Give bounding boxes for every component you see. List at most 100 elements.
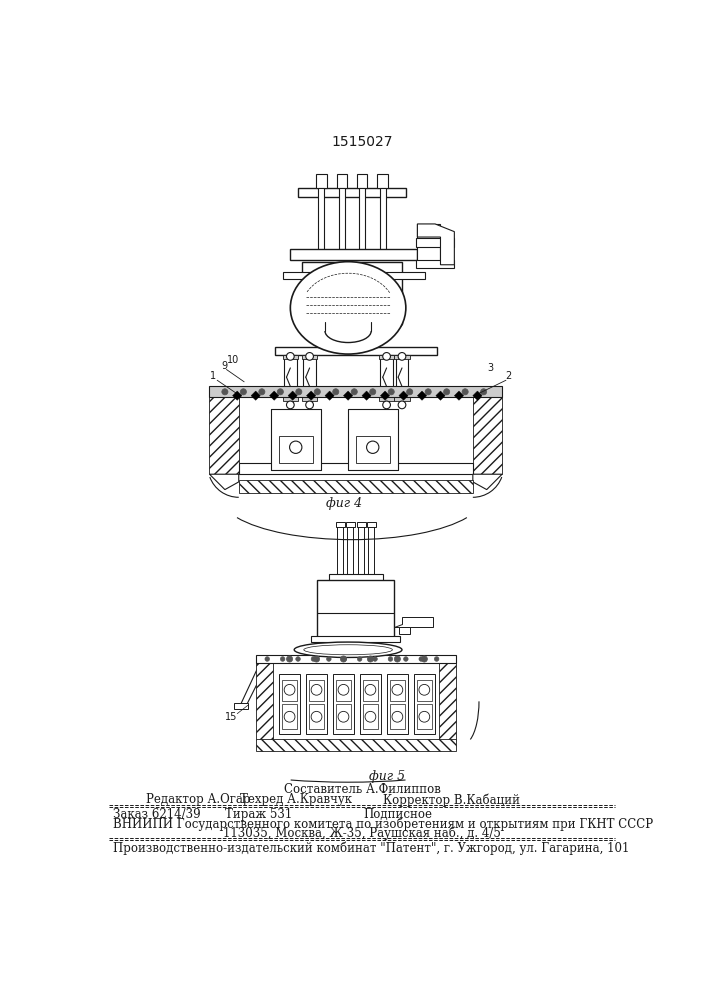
Circle shape: [462, 389, 468, 395]
Ellipse shape: [291, 262, 406, 354]
Bar: [416, 260, 455, 268]
Polygon shape: [455, 391, 464, 400]
Bar: [380, 188, 386, 251]
Circle shape: [311, 711, 322, 722]
Text: 1515027: 1515027: [331, 135, 392, 149]
Bar: [311, 636, 400, 642]
Circle shape: [407, 389, 413, 395]
Bar: [256, 659, 273, 740]
Polygon shape: [362, 391, 371, 400]
Circle shape: [404, 657, 408, 661]
Text: Тираж 531: Тираж 531: [225, 808, 292, 821]
Bar: [283, 272, 425, 279]
Bar: [234, 703, 248, 709]
Bar: [399, 627, 409, 634]
Bar: [395, 397, 409, 401]
Circle shape: [425, 389, 431, 395]
Circle shape: [284, 684, 295, 695]
Circle shape: [314, 389, 320, 395]
Bar: [339, 188, 345, 251]
Circle shape: [382, 401, 390, 409]
Bar: [288, 397, 293, 406]
Bar: [416, 680, 432, 701]
Circle shape: [286, 353, 294, 360]
Circle shape: [333, 389, 339, 395]
Text: Заказ 6214/39: Заказ 6214/39: [113, 808, 201, 821]
Circle shape: [311, 657, 316, 661]
Polygon shape: [251, 391, 260, 400]
Bar: [282, 680, 297, 701]
Bar: [379, 355, 395, 359]
Circle shape: [366, 441, 379, 453]
Text: Техред А.Кравчук: Техред А.Кравчук: [240, 793, 352, 806]
Polygon shape: [209, 474, 239, 490]
Bar: [416, 238, 455, 247]
Bar: [302, 262, 402, 324]
Circle shape: [434, 657, 439, 661]
Bar: [329, 574, 382, 582]
Text: 15: 15: [225, 712, 238, 722]
Bar: [380, 355, 393, 399]
Bar: [439, 659, 456, 740]
Text: ВНИИПИ Государственного комитета по изобретениям и открытиям при ГКНТ СССР: ВНИИПИ Государственного комитета по изоб…: [113, 817, 653, 831]
Bar: [356, 174, 368, 188]
Bar: [366, 522, 376, 527]
Bar: [309, 704, 325, 729]
Circle shape: [357, 657, 362, 661]
Bar: [379, 397, 395, 401]
Bar: [368, 524, 374, 574]
Bar: [358, 524, 364, 574]
Polygon shape: [307, 391, 316, 400]
Circle shape: [311, 684, 322, 695]
Circle shape: [281, 657, 285, 661]
Circle shape: [259, 389, 265, 395]
Bar: [395, 355, 409, 359]
Circle shape: [398, 401, 406, 409]
Bar: [209, 393, 239, 474]
Circle shape: [365, 684, 376, 695]
Polygon shape: [436, 391, 445, 400]
Text: Корректор В.Кабаций: Корректор В.Кабаций: [382, 793, 520, 807]
Polygon shape: [399, 391, 408, 400]
Text: Подписное: Подписное: [363, 808, 433, 821]
Bar: [399, 397, 404, 406]
Circle shape: [398, 353, 406, 360]
Bar: [337, 174, 347, 188]
Polygon shape: [473, 391, 482, 400]
Circle shape: [370, 389, 376, 395]
Bar: [333, 674, 354, 734]
Bar: [396, 355, 408, 399]
Circle shape: [419, 684, 430, 695]
Bar: [275, 347, 437, 355]
Bar: [279, 436, 313, 463]
Circle shape: [382, 353, 390, 360]
Text: 1: 1: [210, 371, 216, 381]
Text: Производственно-издательский комбинат "Патент", г. Ужгород, ул. Гагарина, 101: Производственно-издательский комбинат "П…: [113, 842, 630, 855]
Bar: [282, 704, 297, 729]
Bar: [348, 409, 398, 470]
Circle shape: [392, 711, 403, 722]
Bar: [318, 188, 325, 251]
Bar: [316, 174, 327, 188]
Circle shape: [305, 401, 313, 409]
Circle shape: [290, 441, 302, 453]
Bar: [347, 524, 354, 574]
Circle shape: [338, 711, 349, 722]
Bar: [239, 480, 473, 493]
Bar: [303, 355, 316, 399]
Bar: [385, 397, 389, 406]
Circle shape: [368, 656, 373, 662]
Ellipse shape: [302, 312, 402, 336]
Bar: [337, 524, 344, 574]
Circle shape: [340, 656, 346, 662]
Circle shape: [388, 389, 395, 395]
Bar: [414, 674, 435, 734]
Bar: [256, 739, 456, 751]
Circle shape: [222, 389, 228, 395]
Bar: [378, 174, 388, 188]
Bar: [305, 674, 327, 734]
Circle shape: [419, 657, 423, 661]
Polygon shape: [233, 391, 242, 400]
Polygon shape: [417, 224, 455, 265]
Bar: [283, 397, 298, 401]
